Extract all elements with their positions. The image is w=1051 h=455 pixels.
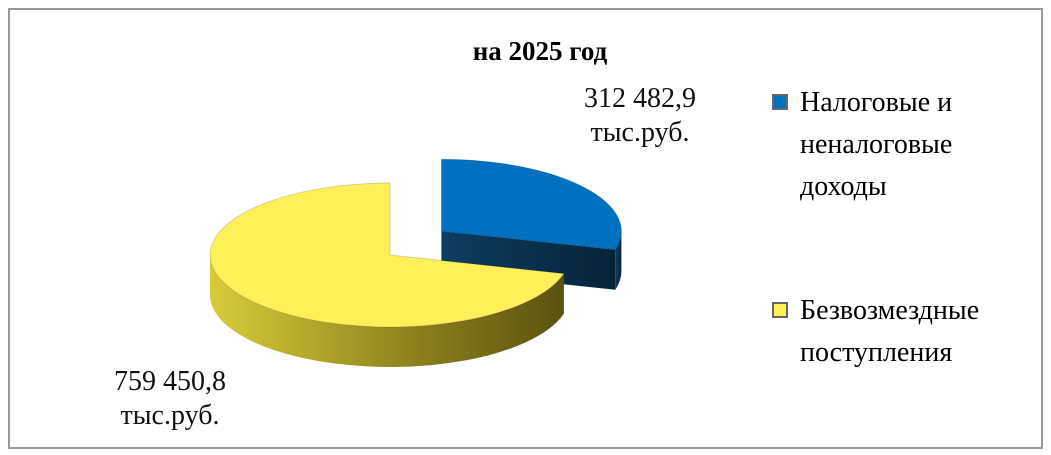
legend-label: Безвозмездные поступления bbox=[800, 295, 980, 368]
legend-swatch bbox=[772, 302, 788, 318]
legend-label: Налоговые и неналоговые доходы bbox=[800, 87, 953, 202]
legend-item: Налоговые и неналоговые доходы bbox=[772, 82, 1032, 208]
legend-swatch bbox=[772, 94, 788, 110]
pie-slice bbox=[440, 158, 622, 251]
pie-slice-side bbox=[210, 255, 564, 367]
data-label: 759 450,8 тыс.руб. bbox=[114, 366, 226, 431]
chart-title: на 2025 год bbox=[472, 36, 608, 66]
pie-slice-side bbox=[615, 231, 622, 290]
pie-slice bbox=[209, 182, 565, 328]
data-label: 312 482,9 тыс.руб. bbox=[584, 83, 696, 148]
legend-item: Безвозмездные поступления bbox=[772, 290, 1032, 374]
chart-frame bbox=[8, 8, 1043, 449]
